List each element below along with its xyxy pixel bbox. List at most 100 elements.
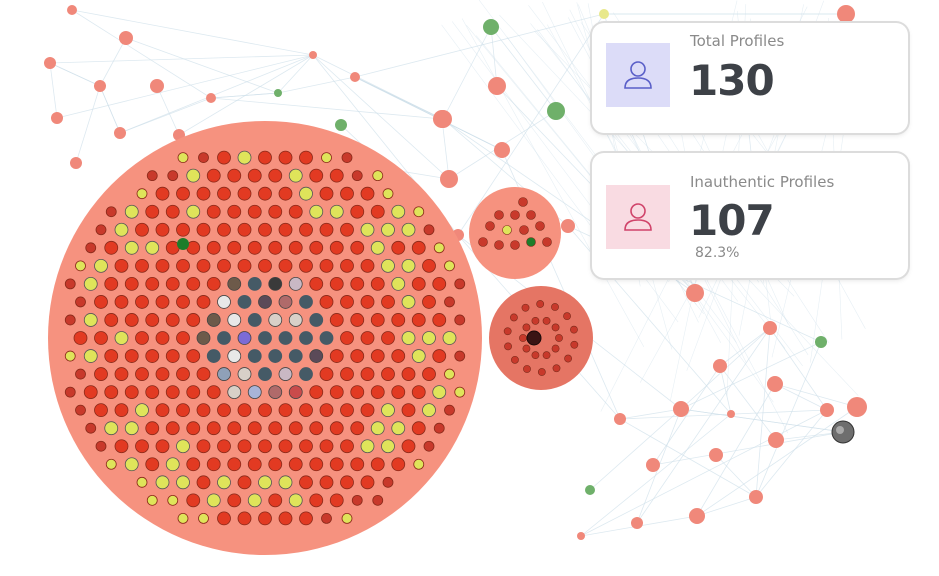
profile-node[interactable] — [432, 313, 447, 327]
profile-node[interactable] — [350, 457, 365, 472]
profile-node[interactable] — [145, 313, 160, 327]
profile-node[interactable] — [360, 331, 375, 345]
profile-node[interactable] — [247, 493, 262, 508]
profile-node[interactable] — [552, 364, 561, 373]
profile-node[interactable] — [521, 303, 530, 312]
profile-node[interactable] — [340, 475, 354, 490]
profile-node[interactable] — [237, 295, 252, 309]
profile-node[interactable] — [350, 313, 365, 327]
outer-node[interactable] — [440, 170, 458, 188]
profile-node[interactable] — [186, 204, 201, 219]
profile-node[interactable] — [413, 458, 425, 470]
profile-node[interactable] — [146, 170, 158, 182]
profile-node[interactable] — [167, 170, 179, 182]
profile-node[interactable] — [94, 331, 108, 345]
outer-node[interactable] — [709, 448, 723, 462]
profile-node[interactable] — [114, 403, 129, 418]
profile-node[interactable] — [422, 367, 436, 381]
profile-node[interactable] — [155, 258, 170, 273]
profile-node[interactable] — [237, 475, 252, 490]
profile-node[interactable] — [217, 331, 231, 345]
profile-node[interactable] — [176, 186, 190, 201]
profile-node[interactable] — [401, 439, 416, 454]
profile-node[interactable] — [155, 331, 170, 345]
profile-node[interactable] — [105, 458, 117, 470]
outer-node[interactable] — [335, 119, 347, 131]
profile-node[interactable] — [145, 276, 160, 291]
profile-node[interactable] — [288, 313, 303, 327]
profile-node[interactable] — [146, 494, 158, 506]
profile-node[interactable] — [114, 367, 129, 381]
profile-node[interactable] — [372, 170, 384, 182]
profile-node[interactable] — [526, 237, 536, 247]
profile-node[interactable] — [522, 323, 531, 332]
profile-node[interactable] — [319, 475, 334, 490]
profile-node[interactable] — [288, 168, 303, 183]
profile-node[interactable] — [422, 295, 436, 309]
profile-node[interactable] — [321, 152, 332, 164]
profile-node[interactable] — [319, 222, 334, 237]
profile-node[interactable] — [551, 344, 560, 353]
profile-node[interactable] — [247, 457, 262, 472]
outer-node[interactable] — [350, 72, 360, 82]
profile-node[interactable] — [167, 494, 179, 506]
profile-node[interactable] — [247, 240, 262, 255]
profile-node[interactable] — [196, 331, 211, 345]
profile-node[interactable] — [198, 152, 209, 164]
profile-node[interactable] — [177, 152, 189, 164]
profile-node[interactable] — [155, 222, 170, 237]
profile-node[interactable] — [145, 457, 160, 472]
outer-node[interactable] — [309, 51, 317, 59]
profile-node[interactable] — [510, 313, 518, 322]
profile-node[interactable] — [504, 342, 512, 351]
profile-node[interactable] — [247, 276, 262, 291]
outer-node[interactable] — [847, 397, 867, 417]
profile-node[interactable] — [522, 344, 531, 353]
profile-node[interactable] — [433, 422, 445, 434]
profile-node[interactable] — [381, 367, 395, 381]
profile-node[interactable] — [104, 385, 119, 400]
profile-node[interactable] — [114, 295, 129, 309]
profile-node[interactable] — [95, 224, 107, 236]
profile-node[interactable] — [278, 439, 293, 454]
profile-node[interactable] — [278, 222, 293, 237]
profile-node[interactable] — [360, 367, 375, 381]
profile-node[interactable] — [237, 367, 252, 381]
profile-node[interactable] — [237, 150, 252, 165]
profile-node[interactable] — [372, 494, 384, 506]
profile-node[interactable] — [155, 367, 170, 381]
profile-node[interactable] — [176, 258, 190, 273]
profile-node[interactable] — [196, 186, 211, 201]
profile-node[interactable] — [536, 300, 545, 308]
profile-node[interactable] — [309, 276, 324, 291]
profile-node[interactable] — [519, 334, 527, 342]
outer-node[interactable] — [51, 112, 63, 124]
profile-node[interactable] — [309, 421, 324, 436]
profile-node[interactable] — [444, 260, 455, 272]
profile-node[interactable] — [340, 331, 354, 345]
profile-node[interactable] — [360, 186, 375, 201]
profile-node[interactable] — [206, 349, 221, 363]
profile-node[interactable] — [136, 188, 148, 200]
profile-node[interactable] — [135, 367, 149, 381]
profile-node[interactable] — [370, 276, 385, 291]
profile-node[interactable] — [83, 276, 98, 291]
profile-node[interactable] — [309, 493, 324, 508]
profile-node[interactable] — [206, 204, 221, 219]
profile-node[interactable] — [176, 367, 190, 381]
profile-node[interactable] — [64, 386, 76, 398]
profile-node[interactable] — [105, 206, 117, 218]
profile-node[interactable] — [237, 331, 252, 345]
profile-node[interactable] — [227, 349, 242, 363]
profile-node[interactable] — [258, 222, 272, 237]
profile-node[interactable] — [454, 278, 466, 290]
profile-node[interactable] — [299, 475, 313, 490]
profile-node[interactable] — [542, 316, 551, 325]
profile-node[interactable] — [288, 276, 303, 291]
profile-node[interactable] — [206, 457, 221, 472]
profile-node[interactable] — [510, 240, 520, 250]
profile-node[interactable] — [258, 186, 272, 201]
outer-node[interactable] — [689, 508, 705, 524]
profile-node[interactable] — [186, 276, 201, 291]
profile-node[interactable] — [401, 258, 416, 273]
